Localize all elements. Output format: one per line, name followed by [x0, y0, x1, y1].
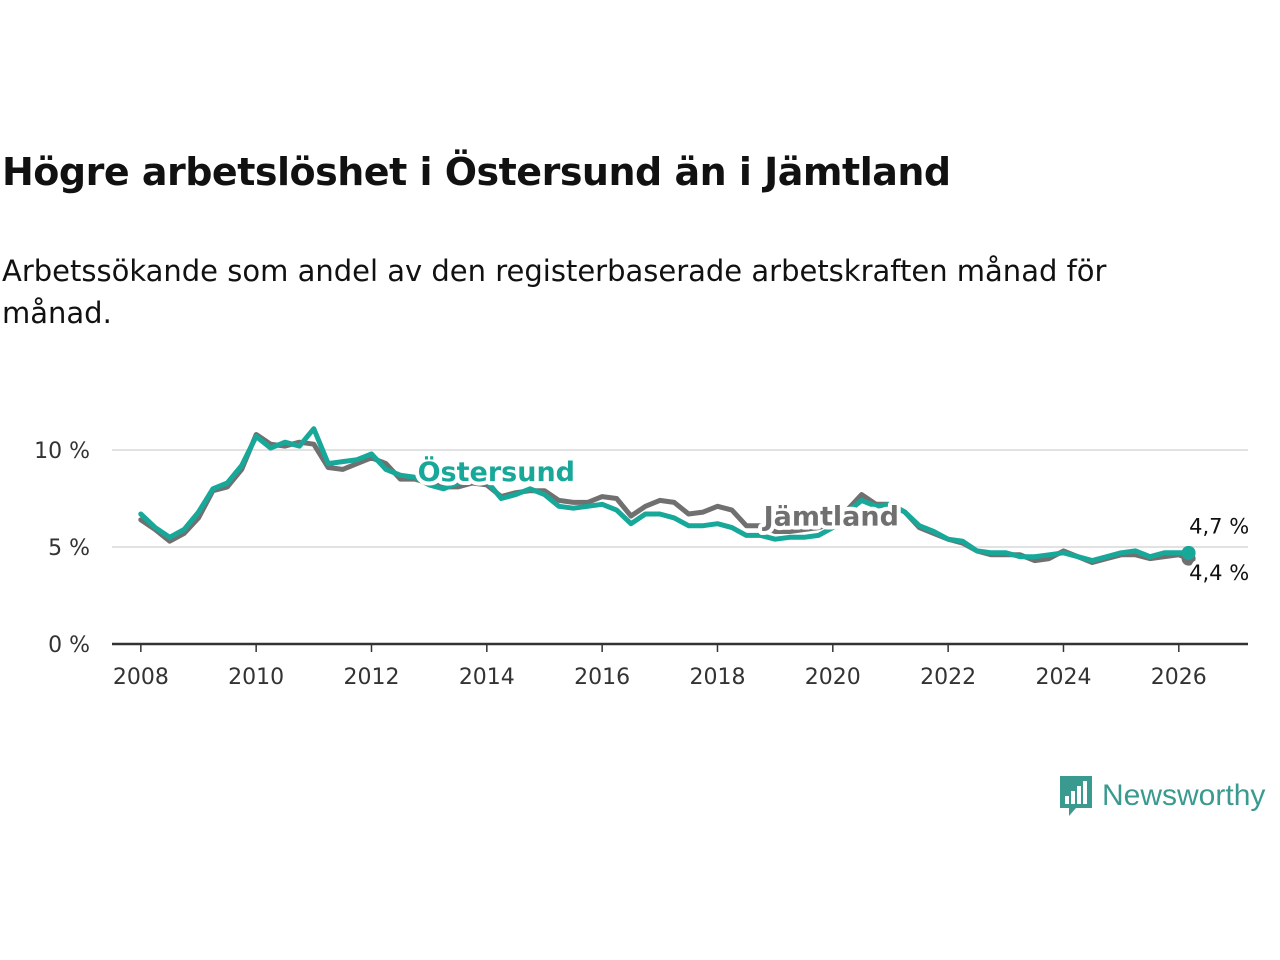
x-tick-label: 2016 [574, 665, 630, 690]
line-chart: 0 %5 %10 % 2008 2010 2012 2014 2016 2018 2020 2… [34, 426, 1254, 690]
series-lines [138, 426, 1196, 566]
x-tick-label: 2012 [343, 665, 399, 690]
x-tick-label: 2014 [459, 665, 515, 690]
y-tick-label: 5 % [48, 536, 90, 561]
x-tick-label: 2020 [805, 665, 861, 690]
end-value-jamtland: 4,4 % [1189, 561, 1249, 585]
x-axis: 2008 2010 2012 2014 2016 2018 2020 2022 2024 2026 [112, 642, 1248, 690]
y-tick-label: 10 % [34, 439, 90, 464]
series-label-ostersund: Östersund [418, 455, 575, 488]
series-label-jamtland-halo: Jämtland [762, 502, 899, 533]
x-tick-label: 2018 [689, 665, 745, 690]
series-end-point [1181, 545, 1196, 560]
gridlines [112, 449, 1248, 548]
chart-subtitle: Arbetssökande som andel av den registerb… [2, 254, 1107, 330]
x-tick-label: 2026 [1151, 665, 1207, 690]
series-line-östersund [138, 426, 1192, 564]
series-line-jämtland [138, 432, 1192, 565]
newsworthy-logo: Newsworthy [1058, 774, 1265, 818]
end-value-ostersund-halo: 4,7 % [1189, 514, 1249, 538]
brand-name: Newsworthy [1102, 779, 1266, 812]
end-value-ostersund: 4,7 % [1189, 514, 1249, 538]
x-tick-label: 2024 [1035, 665, 1091, 690]
y-tick-label: 0 % [48, 633, 90, 658]
bar-chart-speech-bubble-icon [1060, 776, 1092, 816]
chart-title: Högre arbetslöshet i Östersund än i Jämt… [2, 150, 951, 194]
x-tick-label: 2022 [920, 665, 976, 690]
series-label-ostersund-halo: Östersund [418, 455, 575, 488]
series-label-jamtland: Jämtland [762, 502, 899, 533]
y-axis-tick-labels: 0 % 5 % 10 % [34, 439, 90, 658]
x-tick-label: 2008 [113, 665, 169, 690]
end-value-jamtland-halo: 4,4 % [1189, 561, 1249, 585]
x-tick-label: 2010 [228, 665, 284, 690]
